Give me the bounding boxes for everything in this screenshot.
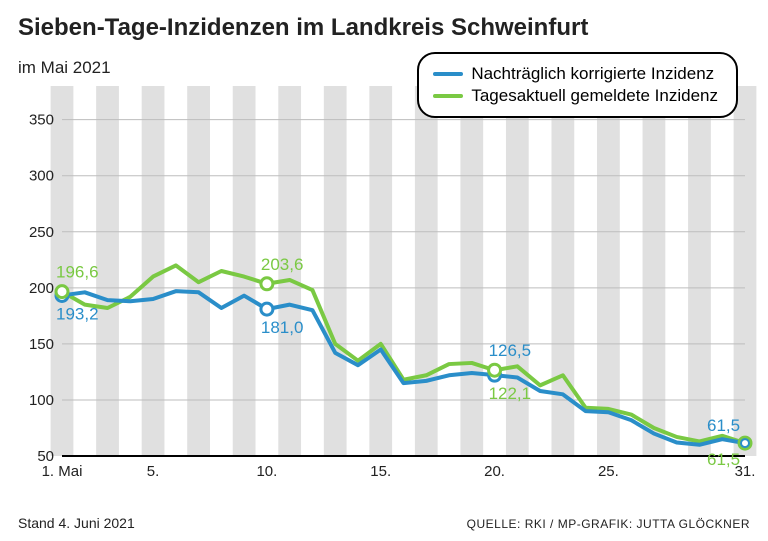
svg-text:20.: 20. [484, 463, 505, 480]
svg-text:1. Mai: 1. Mai [42, 463, 83, 480]
chart: 501001502002503003501. Mai5.10.15.20.25.… [62, 86, 750, 486]
footer-source: QUELLE: RKI / MP-GRAFIK: JUTTA GLÖCKNER [467, 517, 750, 531]
legend-swatch-green [433, 94, 463, 98]
chart-title: Sieben-Tage-Inzidenzen im Landkreis Schw… [18, 14, 588, 42]
legend: Nachträglich korrigierte Inzidenz Tagesa… [417, 52, 738, 118]
svg-text:15.: 15. [370, 463, 391, 480]
svg-text:10.: 10. [256, 463, 277, 480]
svg-text:300: 300 [29, 168, 54, 185]
chart-svg: 501001502002503003501. Mai5.10.15.20.25.… [62, 86, 750, 486]
svg-text:61,5: 61,5 [707, 450, 740, 469]
svg-text:250: 250 [29, 224, 54, 241]
legend-swatch-blue [433, 72, 463, 76]
svg-text:203,6: 203,6 [261, 255, 304, 274]
legend-label-green: Tagesaktuell gemeldete Inzidenz [471, 86, 718, 106]
footer-date: Stand 4. Juni 2021 [18, 515, 135, 531]
legend-label-blue: Nachträglich korrigierte Inzidenz [471, 64, 714, 84]
svg-text:350: 350 [29, 112, 54, 129]
svg-text:150: 150 [29, 336, 54, 353]
svg-text:100: 100 [29, 392, 54, 409]
svg-text:61,5: 61,5 [707, 416, 740, 435]
chart-subtitle: im Mai 2021 [18, 58, 111, 78]
svg-text:181,0: 181,0 [261, 318, 304, 337]
svg-text:25.: 25. [598, 463, 619, 480]
legend-item-blue: Nachträglich korrigierte Inzidenz [433, 64, 718, 84]
svg-text:196,6: 196,6 [56, 263, 99, 282]
svg-text:200: 200 [29, 280, 54, 297]
svg-text:5.: 5. [147, 463, 160, 480]
legend-item-green: Tagesaktuell gemeldete Inzidenz [433, 86, 718, 106]
svg-text:122,1: 122,1 [489, 384, 532, 403]
svg-text:126,5: 126,5 [489, 341, 532, 360]
svg-text:193,2: 193,2 [56, 304, 99, 323]
